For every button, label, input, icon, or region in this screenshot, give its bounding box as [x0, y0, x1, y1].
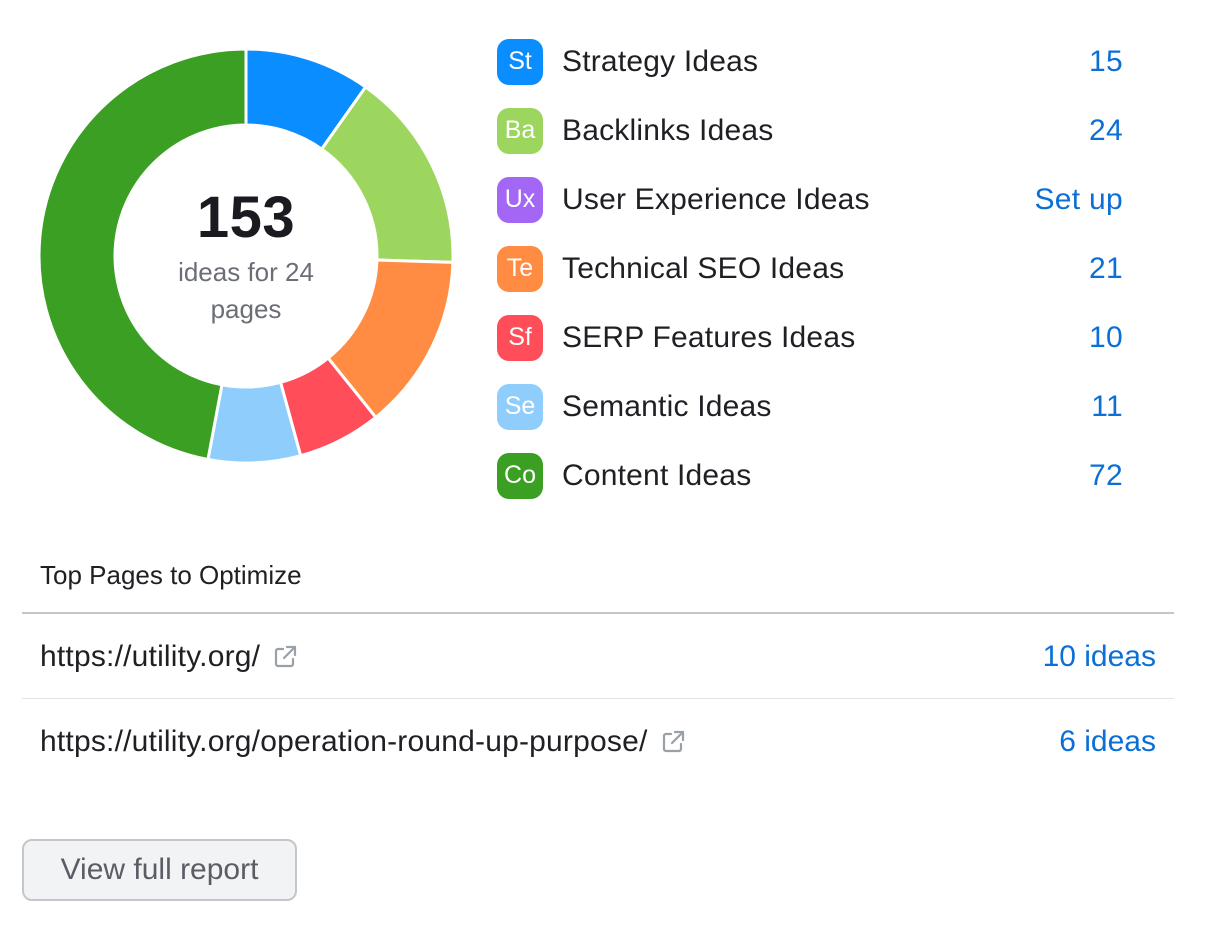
- ideas-legend: St Strategy Ideas 15 Ba Backlinks Ideas …: [497, 27, 1127, 510]
- page-url-link[interactable]: https://utility.org/: [40, 639, 261, 673]
- content-badge-icon: Co: [497, 452, 543, 499]
- legend-label: Content Ideas: [562, 458, 752, 492]
- serp-features-ideas-count-link[interactable]: 10: [1089, 320, 1123, 354]
- semantic-ideas-count-link[interactable]: 11: [1091, 389, 1123, 423]
- legend-row-technical-seo: Te Technical SEO Ideas 21: [497, 234, 1127, 303]
- backlinks-ideas-count-link[interactable]: 24: [1089, 113, 1123, 147]
- top-pages-title: Top Pages to Optimize: [40, 560, 302, 590]
- legend-label: SERP Features Ideas: [562, 320, 856, 354]
- legend-row-user-experience: Ux User Experience Ideas Set up: [497, 165, 1127, 234]
- legend-label: Strategy Ideas: [562, 44, 759, 78]
- legend-row-backlinks: Ba Backlinks Ideas 24: [497, 96, 1127, 165]
- user-experience-badge-icon: Ux: [497, 176, 543, 223]
- content-ideas-count-link[interactable]: 72: [1089, 458, 1123, 492]
- serp-features-badge-icon: Sf: [497, 314, 543, 361]
- donut-svg: [37, 47, 455, 465]
- strategy-ideas-count-link[interactable]: 15: [1089, 44, 1123, 78]
- legend-row-serp-features: Sf SERP Features Ideas 10: [497, 303, 1127, 372]
- page-url-link[interactable]: https://utility.org/operation-round-up-p…: [40, 725, 648, 758]
- technical-seo-badge-icon: Te: [497, 245, 543, 292]
- external-link-icon[interactable]: [272, 644, 298, 670]
- legend-label: Backlinks Ideas: [562, 113, 774, 147]
- semantic-badge-icon: Se: [497, 383, 543, 430]
- legend-row-content: Co Content Ideas 72: [497, 441, 1127, 510]
- section-divider: [22, 612, 1174, 614]
- donut-slice-content-ideas[interactable]: [37, 47, 248, 462]
- external-link-icon[interactable]: [660, 729, 686, 755]
- total-ideas-count: 153: [196, 185, 296, 250]
- legend-label: Technical SEO Ideas: [562, 251, 845, 285]
- table-row: https://utility.org/operation-round-up-p…: [22, 700, 1174, 784]
- ideas-donut-chart: 153 ideas for 24 pages: [36, 46, 456, 466]
- technical-seo-ideas-count-link[interactable]: 21: [1089, 251, 1123, 285]
- total-ideas-subtitle: ideas for 24 pages: [178, 257, 314, 324]
- page-ideas-link[interactable]: 6 ideas: [1059, 725, 1156, 758]
- table-row: https://utility.org/ 10 ideas: [22, 615, 1174, 699]
- legend-row-semantic: Se Semantic Ideas 11: [497, 372, 1127, 441]
- strategy-badge-icon: St: [497, 38, 543, 85]
- legend-row-strategy: St Strategy Ideas 15: [497, 27, 1127, 96]
- user-experience-setup-link[interactable]: Set up: [1034, 182, 1123, 216]
- view-full-report-button[interactable]: View full report: [22, 839, 297, 901]
- page-ideas-link[interactable]: 10 ideas: [1042, 639, 1156, 673]
- backlinks-badge-icon: Ba: [497, 107, 543, 154]
- legend-label: Semantic Ideas: [562, 389, 772, 423]
- legend-label: User Experience Ideas: [562, 182, 870, 216]
